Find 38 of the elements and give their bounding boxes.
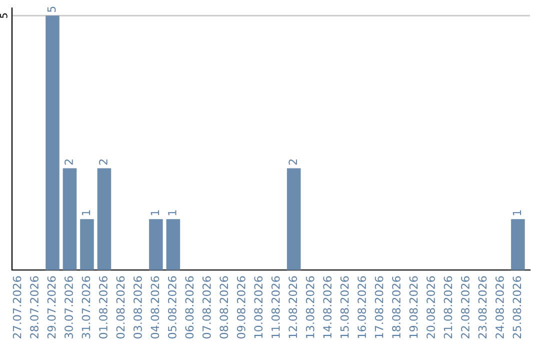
x-tick-label: 09.08.2026 (236, 276, 246, 338)
x-tick-label: 22.08.2026 (461, 276, 470, 338)
x-tick-label: 19.08.2026 (409, 276, 418, 338)
x-tick-label: 23.08.2026 (478, 276, 487, 338)
data-label: 1 (512, 210, 521, 216)
x-tick-label: 30.07.2026 (64, 276, 73, 338)
x-tick-label: 07.08.2026 (202, 276, 211, 338)
data-label: 2 (99, 160, 108, 165)
x-tick-label: 03.08.2026 (134, 276, 142, 338)
x-tick-label: 28.07.2026 (30, 276, 38, 338)
x-tick-label: 20.08.2026 (426, 276, 435, 338)
x-tick-label: 01.08.2026 (99, 276, 108, 338)
x-tick-label: 16.08.2026 (358, 276, 366, 338)
data-label: 5 (47, 6, 56, 12)
x-tick-label: 17.08.2026 (374, 276, 384, 338)
x-tick-label: 27.07.2026 (12, 276, 22, 338)
data-label: 1 (168, 210, 176, 216)
data-label: 2 (64, 160, 73, 165)
x-tick-label: 25.08.2026 (512, 276, 522, 338)
x-tick-label: 08.08.2026 (220, 276, 228, 338)
x-tick-label: 04.08.2026 (150, 276, 160, 338)
x-tick-label: 06.08.2026 (185, 276, 194, 338)
data-label: 1 (150, 210, 160, 216)
data-label: 2 (288, 160, 297, 165)
data-label: 1 (82, 210, 90, 216)
x-tick-label: 02.08.2026 (116, 276, 125, 338)
x-tick-label: 31.07.2026 (82, 276, 90, 338)
x-tick-label: 18.08.2026 (392, 276, 400, 338)
x-tick-label: 11.08.2026 (271, 276, 280, 338)
x-tick-label: 24.08.2026 (496, 276, 504, 338)
x-tick-label: 14.08.2026 (323, 276, 332, 338)
x-tick-label: 12.08.2026 (288, 276, 298, 338)
x-tick-label: 05.08.2026 (168, 276, 176, 338)
x-tick-label: 29.07.2026 (47, 276, 56, 338)
x-tick-label: 15.08.2026 (340, 276, 349, 338)
x-tick-label: 10.08.2026 (254, 276, 263, 338)
x-tick-label: 13.08.2026 (306, 276, 314, 338)
x-tick-label: 21.08.2026 (444, 276, 452, 338)
